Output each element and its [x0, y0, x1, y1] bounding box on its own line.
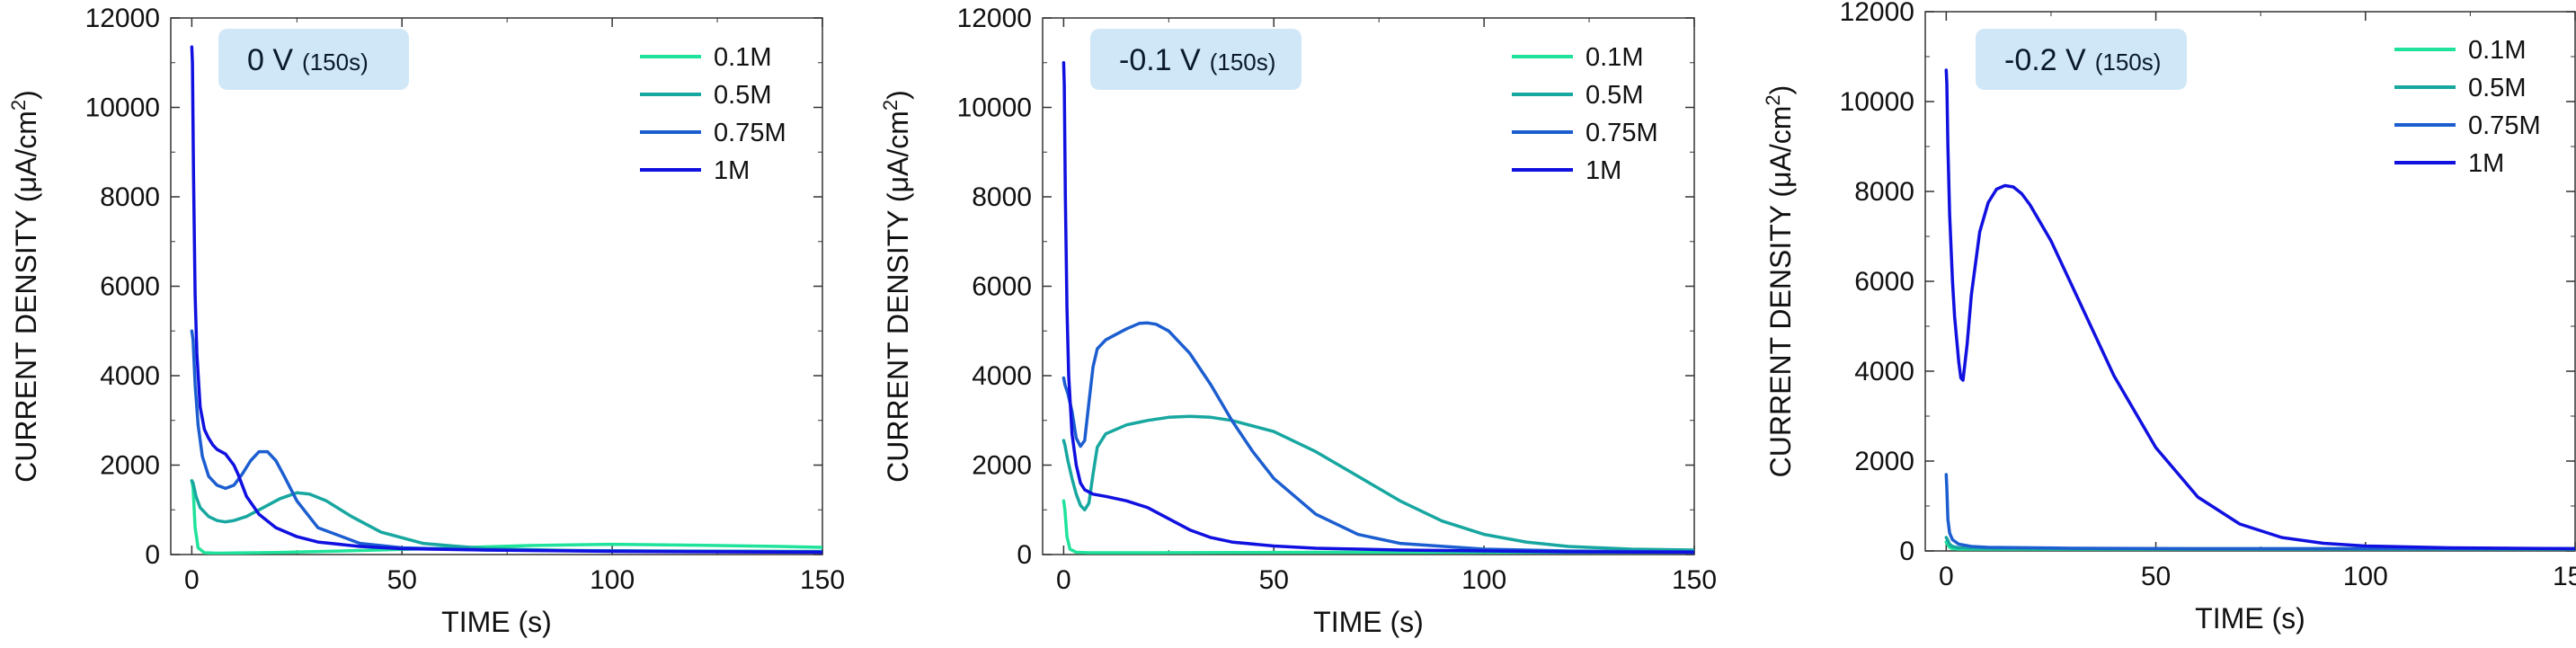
y-tick-label: 0: [145, 540, 160, 570]
annotation-sub: (150s): [302, 49, 369, 75]
legend-label-0_1M: 0.1M: [2468, 36, 2526, 65]
x-tick-label: 50: [387, 565, 417, 595]
y-axis-title: CURRENT DENSITY (μA/cm2): [7, 90, 42, 483]
chart-panel-1: 0 2000 4000 6000 8000 10000 12000 0 50 100 150 TIME…: [7, 4, 845, 638]
series-line-0_1M: [190, 479, 822, 555]
y-axis-title-text: CURRENT DENSITY (μA/cm: [10, 111, 42, 483]
legend-label-1M: 1M: [714, 156, 750, 185]
annotation-box: [218, 29, 409, 90]
legend-label-1M: 1M: [2468, 149, 2504, 178]
annotation-label: 0 V (150s): [247, 43, 369, 77]
y-tick-label: 12000: [85, 4, 160, 33]
series-line-0_5M: [1061, 414, 1694, 552]
x-tick-label: 100: [1461, 565, 1506, 595]
series-line-0_75M: [190, 329, 822, 554]
x-axis-title: TIME (s): [2195, 602, 2305, 635]
x-tick-label: 100: [590, 565, 635, 595]
y-tick-label: 4000: [100, 361, 160, 391]
series-line-0_75M: [1944, 473, 2575, 551]
series-line-1M: [190, 45, 822, 555]
annotation-label: -0.2 V (150s): [2004, 43, 2161, 77]
x-tick-label: 0: [1939, 562, 1954, 591]
chart-panel-2: 0 2000 4000 6000 8000 10000 12000 0 50 100 150 TIME…: [879, 4, 1717, 638]
y-tick-label: 10000: [957, 93, 1032, 123]
y-axis-title-text: CURRENT DENSITY (μA/cm: [882, 111, 914, 483]
y-tick-label: 0: [1017, 540, 1032, 570]
x-tick-label: 50: [2141, 562, 2171, 591]
y-tick-label: 4000: [972, 361, 1032, 391]
y-axis-title-sup: 2: [1762, 94, 1784, 105]
y-tick-label: 12000: [1840, 0, 1914, 27]
series-line-0_75M: [1061, 321, 1694, 554]
series-line-0_1M: [1061, 499, 1694, 555]
y-tick-label: 2000: [1854, 447, 1914, 476]
x-tick-label: 150: [800, 565, 845, 595]
annotation-main: -0.2 V: [2004, 43, 2086, 77]
y-tick-label: 0: [1899, 537, 1914, 566]
y-axis-title-close: ): [882, 90, 914, 100]
x-tick-label: 0: [184, 565, 200, 595]
series-line-0_5M: [190, 479, 822, 554]
y-tick-label: 2000: [972, 451, 1032, 481]
legend-label-0_1M: 0.1M: [714, 43, 771, 72]
chart-panel-3: 0 2000 4000 6000 8000 10000 12000 0 50 100 150 TIME…: [1762, 0, 2576, 635]
legend-label-0_5M: 0.5M: [714, 81, 771, 110]
series-line-1M: [1061, 61, 1694, 555]
y-axis-title-sup: 2: [879, 100, 902, 111]
legend-label-0_75M: 0.75M: [1586, 119, 1658, 147]
y-tick-label: 8000: [100, 182, 160, 212]
legend-label-0_75M: 0.75M: [714, 119, 786, 147]
y-tick-label: 12000: [957, 4, 1032, 33]
x-axis-title: TIME (s): [441, 606, 552, 638]
annotation-sub: (150s): [1210, 49, 1276, 75]
y-tick-label: 2000: [100, 451, 160, 481]
legend-label-0_1M: 0.1M: [1586, 43, 1643, 72]
y-axis-title: CURRENT DENSITY (μA/cm2): [1762, 85, 1797, 478]
x-tick-label: 0: [1056, 565, 1071, 595]
annotation-main: 0 V: [247, 43, 293, 77]
y-tick-label: 6000: [972, 272, 1032, 302]
series-line-1M: [1944, 68, 2575, 551]
y-axis-title-close: ): [1764, 85, 1797, 95]
legend-label-0_75M: 0.75M: [2468, 111, 2541, 140]
y-axis-title-text: CURRENT DENSITY (μA/cm: [1764, 106, 1797, 478]
x-tick-label: 150: [1672, 565, 1717, 595]
annotation-sub: (150s): [2095, 49, 2162, 75]
y-tick-label: 10000: [1840, 87, 1914, 117]
y-tick-label: 6000: [1854, 267, 1914, 297]
annotation-main: -0.1 V: [1119, 43, 1201, 77]
x-axis-title: TIME (s): [1313, 606, 1424, 638]
y-tick-label: 8000: [1854, 177, 1914, 207]
legend-label-0_5M: 0.5M: [2468, 74, 2526, 102]
legend-label-1M: 1M: [1586, 156, 1621, 185]
annotation-label: -0.1 V (150s): [1119, 43, 1275, 77]
x-tick-label: 100: [2343, 562, 2388, 591]
y-axis-title-sup: 2: [7, 100, 30, 111]
x-tick-label: 150: [2553, 562, 2576, 591]
y-tick-label: 6000: [100, 272, 160, 302]
y-axis-title-close: ): [10, 90, 42, 100]
legend-label-0_5M: 0.5M: [1586, 81, 1643, 110]
y-tick-label: 4000: [1854, 357, 1914, 386]
y-tick-label: 10000: [85, 93, 160, 123]
y-tick-label: 8000: [972, 182, 1032, 212]
y-axis-title: CURRENT DENSITY (μA/cm2): [879, 90, 914, 483]
x-tick-label: 50: [1259, 565, 1289, 595]
annotation-box: [1090, 29, 1301, 90]
annotation-box: [1976, 29, 2187, 90]
